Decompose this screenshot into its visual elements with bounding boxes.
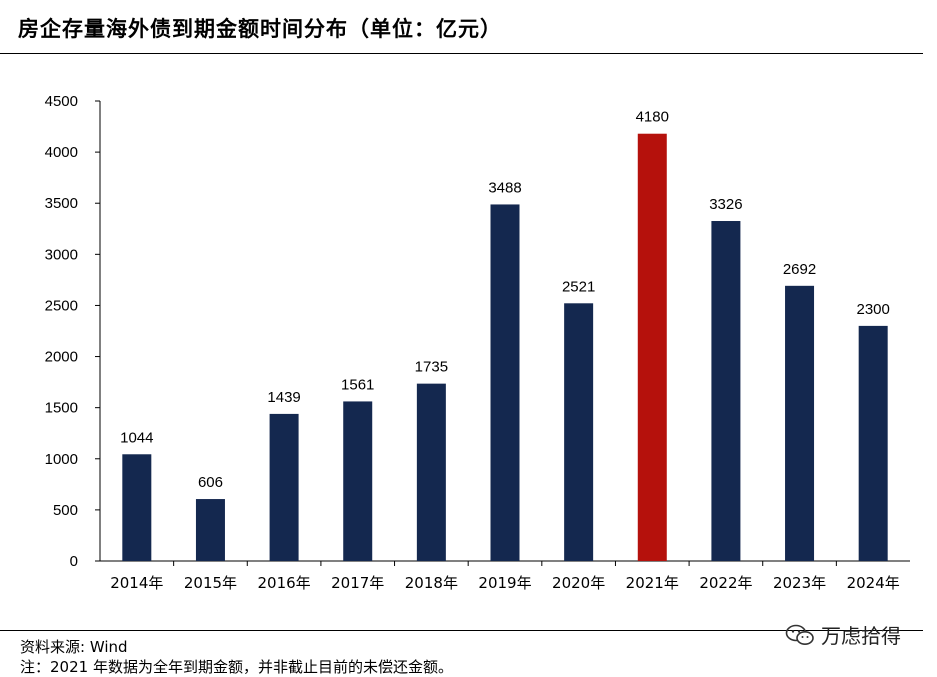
bar bbox=[490, 204, 520, 561]
data-label: 1044 bbox=[120, 429, 153, 446]
y-tick-label: 2500 bbox=[45, 297, 78, 314]
data-label: 3326 bbox=[709, 196, 742, 213]
y-tick-label: 3000 bbox=[45, 246, 78, 263]
data-label: 4180 bbox=[636, 109, 669, 126]
x-tick-label: 2022年 bbox=[699, 574, 752, 592]
x-tick-label: 2023年 bbox=[773, 574, 826, 592]
bar bbox=[785, 285, 815, 561]
x-tick-label: 2015年 bbox=[184, 574, 237, 592]
bar bbox=[858, 325, 888, 561]
y-tick-label: 1500 bbox=[45, 400, 78, 417]
x-tick-label: 2021年 bbox=[626, 574, 679, 592]
data-label: 606 bbox=[198, 474, 223, 491]
bar bbox=[195, 499, 225, 561]
footer-divider bbox=[0, 630, 923, 631]
y-tick-label: 4500 bbox=[45, 93, 78, 110]
x-tick-label: 2024年 bbox=[847, 574, 900, 592]
bar bbox=[122, 454, 152, 561]
data-label: 1735 bbox=[415, 359, 448, 376]
y-tick-label: 0 bbox=[70, 553, 78, 570]
bar bbox=[564, 303, 594, 561]
data-label: 1561 bbox=[341, 376, 374, 393]
data-label: 2521 bbox=[562, 278, 595, 295]
data-label: 2300 bbox=[856, 301, 889, 318]
y-tick-label: 4000 bbox=[45, 144, 78, 161]
x-tick-label: 2014年 bbox=[110, 574, 163, 592]
bar bbox=[269, 413, 299, 561]
data-label: 1439 bbox=[267, 389, 300, 406]
y-tick-label: 2000 bbox=[45, 349, 78, 366]
bar bbox=[416, 383, 446, 561]
chart-title: 房企存量海外债到期金额时间分布（单位：亿元） bbox=[18, 17, 502, 41]
x-tick-label: 2020年 bbox=[552, 574, 605, 592]
watermark-text: 万虑拾得 bbox=[821, 624, 901, 648]
bar bbox=[637, 133, 667, 561]
x-tick-label: 2016年 bbox=[257, 574, 310, 592]
bar bbox=[343, 401, 373, 561]
y-tick-label: 1000 bbox=[45, 451, 78, 468]
title-divider bbox=[0, 53, 923, 54]
x-tick-label: 2018年 bbox=[405, 574, 458, 592]
y-tick-label: 500 bbox=[53, 502, 78, 519]
y-tick-label: 3500 bbox=[45, 195, 78, 212]
wechat-icon bbox=[785, 624, 814, 645]
source-note: 资料来源: Wind bbox=[20, 638, 128, 656]
bar bbox=[711, 221, 741, 561]
data-label: 2692 bbox=[783, 261, 816, 278]
x-tick-label: 2017年 bbox=[331, 574, 384, 592]
footnote: 注：2021 年数据为全年到期金额，并非截止目前的未偿还金额。 bbox=[20, 658, 453, 676]
data-label: 3488 bbox=[488, 179, 521, 196]
watermark: 万虑拾得 bbox=[785, 620, 901, 649]
x-tick-label: 2019年 bbox=[478, 574, 531, 592]
